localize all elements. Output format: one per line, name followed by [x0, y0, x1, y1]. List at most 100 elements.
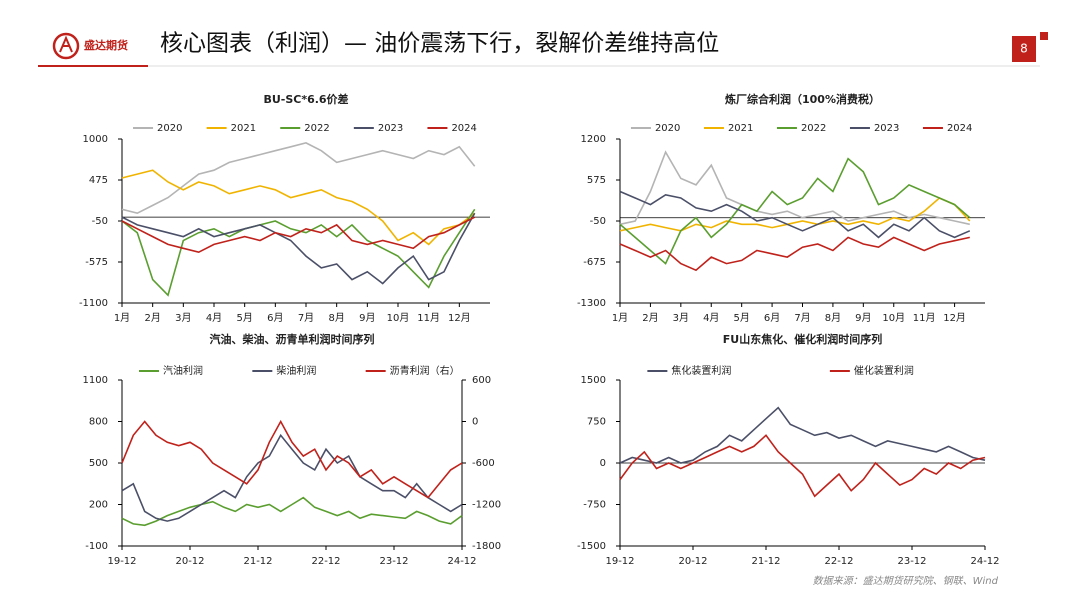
legend-label: 2020: [655, 123, 680, 134]
x-tick-label: 22-12: [824, 556, 853, 567]
x-tick-label: 11月: [913, 312, 936, 324]
y-tick-label: -575: [85, 257, 108, 268]
y-tick-label: -100: [85, 541, 108, 552]
y2-tick-label: -1200: [472, 500, 501, 511]
x-tick-label: 1月: [114, 312, 130, 324]
legend-label: 2021: [231, 123, 256, 134]
x-tick-label: 23-12: [379, 556, 408, 567]
logo-text: 盛达期货: [84, 38, 128, 52]
legend-label: 2022: [304, 123, 329, 134]
x-tick-label: 24-12: [970, 556, 999, 567]
chart-title: BU-SC*6.6价差: [263, 92, 348, 106]
series-line: [121, 496, 463, 527]
legend-label: 2023: [874, 123, 899, 134]
series-line: [619, 157, 971, 265]
legend-label: 汽油利润: [163, 364, 203, 377]
logo-glyph: [59, 35, 73, 53]
y-tick-label: 475: [89, 175, 108, 186]
x-tick-label: 3月: [175, 312, 191, 324]
x-tick-label: 4月: [206, 312, 222, 324]
x-tick-label: 6月: [267, 312, 283, 324]
y-tick-label: -1500: [577, 541, 606, 552]
legend-label: 2023: [378, 123, 403, 134]
x-tick-label: 12月: [448, 312, 471, 324]
legend-label: 2024: [451, 123, 476, 134]
legend-label: 催化装置利润: [854, 364, 914, 377]
y-tick-label: 750: [587, 417, 606, 428]
x-tick-label: 1月: [612, 312, 628, 324]
x-tick-label: 4月: [703, 312, 719, 324]
y-tick-label: 1200: [581, 134, 606, 145]
y-tick-label: 1000: [83, 134, 108, 145]
x-tick-label: 2月: [642, 312, 658, 324]
y-tick-label: 800: [89, 417, 108, 428]
legend-label: 沥青利润（右）: [390, 364, 460, 377]
y-tick-label: -50: [590, 216, 606, 227]
y-tick-label: 0: [600, 458, 606, 469]
legend-label: 2024: [947, 123, 972, 134]
source-note: 数据来源：盛达期货研究院、钢联、Wind: [813, 575, 999, 587]
page-accent: [1040, 32, 1048, 40]
series-line: [619, 197, 971, 232]
series-line: [121, 142, 476, 215]
y2-tick-label: -600: [472, 458, 495, 469]
y-tick-label: 500: [89, 458, 108, 469]
x-tick-label: 6月: [764, 312, 780, 324]
y-tick-label: -750: [583, 500, 606, 511]
legend-label: 2022: [801, 123, 826, 134]
page-number: 8: [1020, 42, 1028, 56]
x-tick-label: 3月: [673, 312, 689, 324]
y-tick-label: 1100: [83, 375, 108, 386]
x-tick-label: 9月: [359, 312, 375, 324]
x-tick-label: 10月: [387, 312, 410, 324]
y2-tick-label: 600: [472, 375, 491, 386]
y-tick-label: -675: [583, 257, 606, 268]
y-tick-label: -1100: [79, 298, 108, 309]
x-tick-label: 8月: [328, 312, 344, 324]
series-line: [121, 169, 476, 246]
legend-label: 柴油利润: [276, 364, 316, 377]
chart-title: 炼厂综合利润（100%消费税）: [725, 92, 880, 106]
x-tick-label: 19-12: [107, 556, 136, 567]
x-tick-label: 20-12: [175, 556, 204, 567]
x-tick-label: 7月: [794, 312, 810, 324]
series-line: [121, 433, 463, 522]
series-line: [619, 190, 971, 239]
x-tick-label: 19-12: [605, 556, 634, 567]
x-tick-label: 5月: [733, 312, 749, 324]
legend-label: 2021: [728, 123, 753, 134]
y2-tick-label: 0: [472, 417, 478, 428]
y-tick-label: -1300: [577, 298, 606, 309]
x-tick-label: 5月: [236, 312, 252, 324]
logo-mark: [52, 32, 80, 60]
x-tick-label: 7月: [298, 312, 314, 324]
chart-title: 汽油、柴油、沥青单利润时间序列: [210, 332, 375, 346]
x-tick-label: 21-12: [751, 556, 780, 567]
series-line: [619, 406, 986, 464]
series-line: [121, 216, 476, 254]
series-line: [121, 212, 476, 285]
x-tick-label: 9月: [855, 312, 871, 324]
series-line: [619, 236, 970, 272]
series-line: [121, 208, 476, 297]
page-box: [1012, 36, 1036, 62]
slide-title: 核心图表（利润）— 油价震荡下行，裂解价差维持高位: [160, 31, 719, 57]
x-tick-label: 8月: [825, 312, 841, 324]
series-line: [619, 150, 970, 226]
y-tick-label: 200: [89, 500, 108, 511]
y-tick-label: 575: [587, 175, 606, 186]
legend-label: 焦化装置利润: [671, 364, 731, 377]
x-tick-label: 2月: [144, 312, 160, 324]
series-line: [121, 419, 463, 499]
y-tick-label: 1500: [581, 375, 606, 386]
x-tick-label: 22-12: [311, 556, 340, 567]
x-tick-label: 20-12: [678, 556, 707, 567]
x-tick-label: 10月: [882, 312, 905, 324]
y2-tick-label: -1800: [472, 541, 501, 552]
x-tick-label: 11月: [417, 312, 440, 324]
chart-title: FU山东焦化、催化利润时间序列: [723, 332, 882, 346]
x-tick-label: 12月: [943, 312, 966, 324]
series-line: [619, 434, 986, 498]
